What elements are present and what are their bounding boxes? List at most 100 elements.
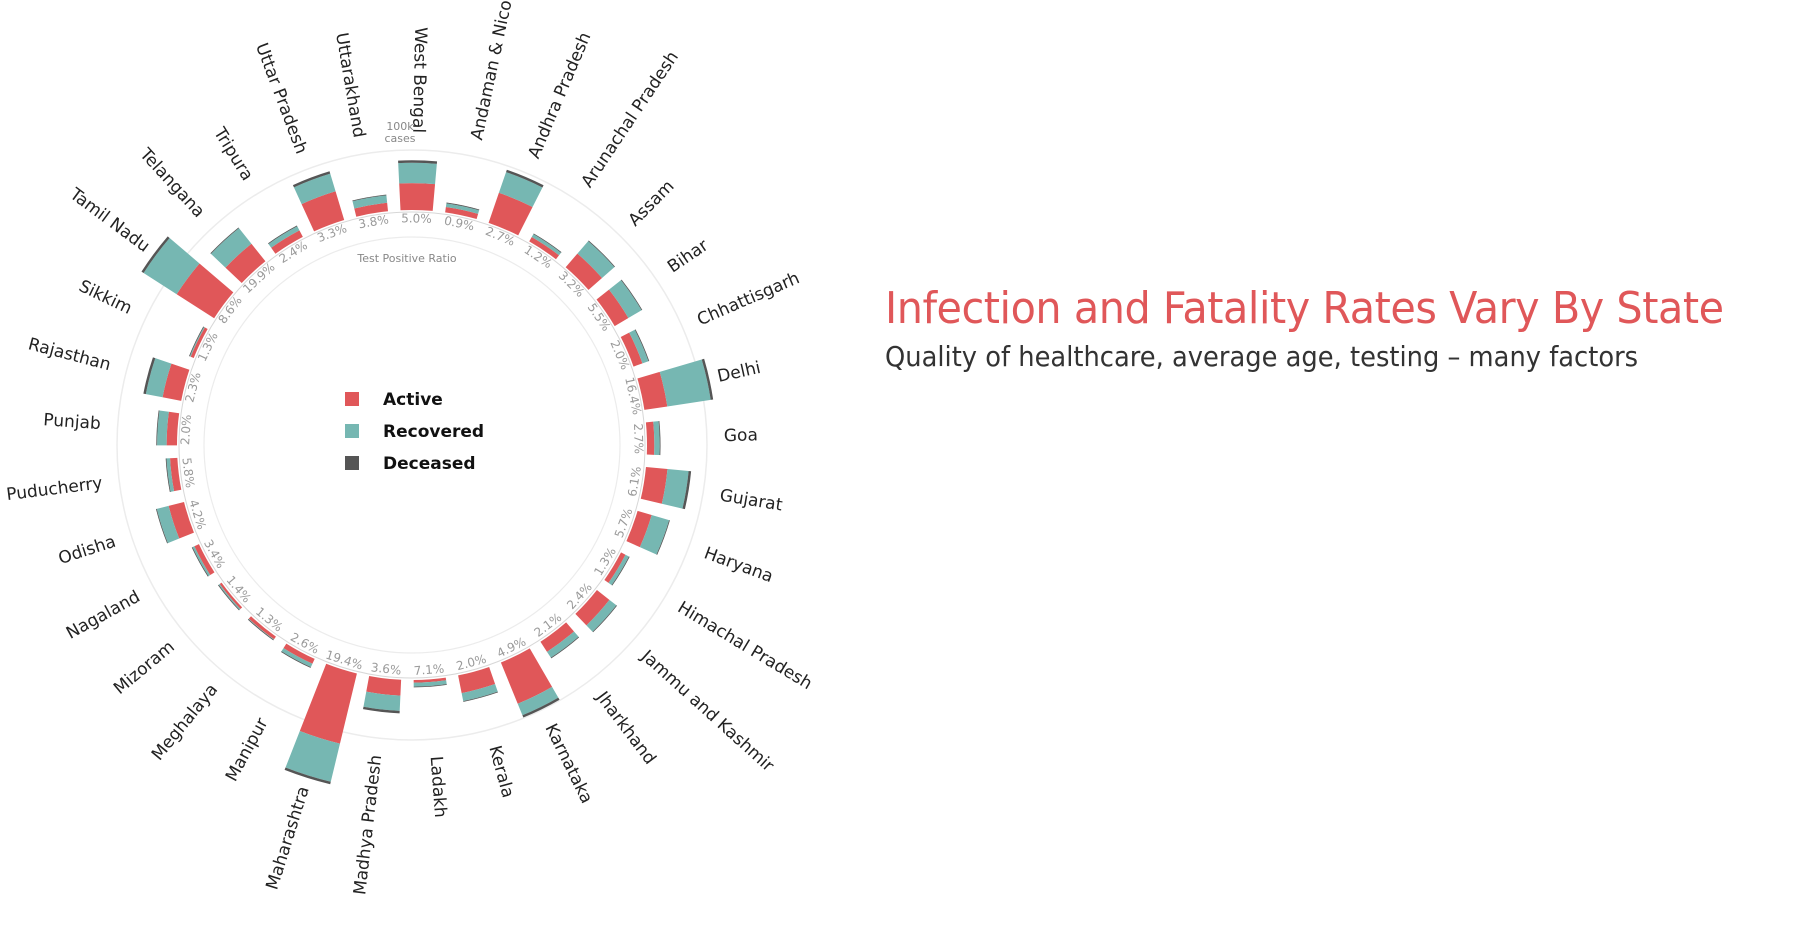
bar-tripura-active (271, 230, 303, 254)
bar-arunachal-pradesh-deceased (533, 233, 562, 253)
bar-andaman-nicobar-active (445, 207, 479, 220)
bar-delhi-deceased (701, 358, 714, 400)
state-label-odisha: Odisha (56, 532, 118, 569)
bar-madhya-pradesh-active (366, 676, 402, 696)
legend-label-active: Active (383, 390, 443, 410)
legend-label-deceased: Deceased (383, 454, 476, 474)
bar-tamil-nadu-recovered (143, 237, 200, 295)
bar-jammu-and-kashmir-recovered (586, 599, 617, 632)
bar-telangana-deceased (210, 227, 239, 254)
bar-tamil-nadu-deceased (141, 236, 170, 274)
legend-swatch-recovered (345, 424, 359, 438)
state-label-goa: Goa (724, 425, 759, 446)
state-label-meghalaya: Meghalaya (148, 680, 222, 764)
state-label-uttarakhand: Uttarakhand (331, 31, 369, 139)
state-label-delhi: Delhi (715, 358, 762, 387)
tpr-label-goa: 2.7% (631, 423, 646, 454)
bar-maharashtra-active (299, 663, 357, 744)
bar-gujarat-deceased (682, 471, 692, 510)
tpr-label-madhya-pradesh: 3.6% (370, 660, 402, 677)
state-label-andhra-pradesh: Andhra Pradesh (524, 29, 595, 161)
bar-telangana-active (225, 243, 266, 284)
state-label-haryana: Haryana (701, 543, 775, 587)
bar-gujarat-active (640, 467, 668, 504)
bar-bihar-recovered (608, 280, 642, 319)
tpr-labels: 0.9%2.7%1.2%3.2%5.5%2.0%16.4%2.7%6.1%5.7… (178, 211, 646, 678)
legend-label-recovered: Recovered (383, 422, 484, 442)
bar-arunachal-pradesh-active (529, 236, 560, 260)
bar-puducherry-active (170, 457, 182, 492)
legend-swatch-active (345, 392, 359, 406)
bar-assam-active (565, 253, 603, 290)
bar-west-bengal-active (399, 183, 436, 211)
bar-andhra-pradesh-recovered (498, 172, 543, 208)
state-label-west-bengal: West Bengal (408, 27, 430, 133)
state-label-uttar-pradesh: Uttar Pradesh (251, 40, 311, 156)
tpr-label-ladakh: 7.1% (413, 662, 444, 678)
bar-assam-deceased (588, 240, 616, 268)
bar-mizoram-active (219, 582, 243, 610)
tpr-label-uttarakhand: 3.8% (357, 212, 389, 231)
bar-haryana-recovered (639, 515, 670, 555)
bar-manipur-active (283, 643, 315, 664)
bar-odisha-deceased (155, 508, 168, 544)
bar-mizoram-deceased (218, 584, 240, 611)
bar-karnataka-recovered (517, 686, 559, 716)
state-label-rajasthan: Rajasthan (26, 334, 113, 375)
bar-meghalaya-recovered (248, 618, 275, 640)
state-label-gujarat: Gujarat (718, 486, 784, 516)
inner-ring-label: Test Positive Ratio (356, 252, 457, 265)
state-label-sikkim: Sikkim (76, 276, 136, 319)
bar-mizoram-recovered (218, 584, 241, 610)
state-label-punjab: Punjab (43, 410, 102, 434)
bar-west-bengal-deceased (398, 160, 438, 164)
bar-madhya-pradesh-deceased (363, 706, 400, 714)
bar-jharkhand-recovered (547, 631, 579, 658)
chart-annotations: 100k cases Test Positive Ratio (356, 120, 457, 265)
tpr-label-andaman-nicobar: 0.9% (443, 213, 476, 233)
chart-subtitle: Quality of healthcare, average age, test… (885, 340, 1639, 373)
bar-andaman-nicobar-recovered (445, 203, 480, 214)
outer-scale-ring (116, 149, 708, 741)
bar-kerala-deceased (463, 691, 499, 702)
state-label-madhya-pradesh: Madhya Pradesh (350, 754, 386, 896)
bar-karnataka-deceased (522, 697, 560, 718)
state-label-maharashtra: Maharashtra (262, 784, 313, 892)
bar-kerala-active (458, 666, 496, 694)
bar-puducherry-recovered (166, 458, 175, 492)
state-label-telangana: Telangana (135, 144, 209, 222)
tpr-ring (203, 236, 621, 654)
bar-odisha-active (168, 502, 194, 539)
chart-title: Infection and Fatality Rates Vary By Sta… (885, 283, 1724, 334)
legend: Active Recovered Deceased (345, 390, 484, 474)
tpr-label-punjab: 2.0% (178, 414, 194, 445)
state-label-arunachal-pradesh: Arunachal Pradesh (577, 48, 682, 192)
bar-meghalaya-active (248, 616, 276, 640)
bar-assam-recovered (577, 241, 615, 278)
bar-goa-deceased (658, 421, 661, 456)
bar-chhattisgarh-recovered (629, 329, 649, 364)
bar-chhattisgarh-active (620, 332, 643, 367)
state-label-tripura: Tripura (209, 123, 257, 184)
state-label-jharkhand: Jharkhand (591, 687, 659, 768)
state-label-assam: Assam (625, 176, 679, 230)
bar-goa-active (645, 421, 655, 455)
bar-ladakh-active (413, 677, 447, 683)
state-label-kerala: Kerala (484, 743, 517, 800)
base-ring (178, 211, 646, 679)
bar-jharkhand-deceased (550, 636, 580, 659)
bar-jharkhand-active (540, 622, 575, 652)
bar-kerala-recovered (461, 683, 498, 702)
state-label-tamil-nadu: Tamil Nadu (65, 184, 153, 257)
bar-nagaland-deceased (191, 547, 209, 577)
bar-ladakh-deceased (413, 684, 447, 688)
bar-sikkim-active (190, 327, 208, 358)
bar-haryana-deceased (656, 520, 670, 555)
state-label-ladakh: Ladakh (426, 755, 451, 818)
bar-tamil-nadu-active (176, 263, 234, 319)
state-label-andaman-nicobar: Andaman & Nicobar (467, 0, 522, 142)
bar-tripura-recovered (268, 226, 300, 248)
state-label-mizoram: Mizoram (110, 637, 179, 699)
bar-uttarakhand-active (354, 202, 389, 217)
